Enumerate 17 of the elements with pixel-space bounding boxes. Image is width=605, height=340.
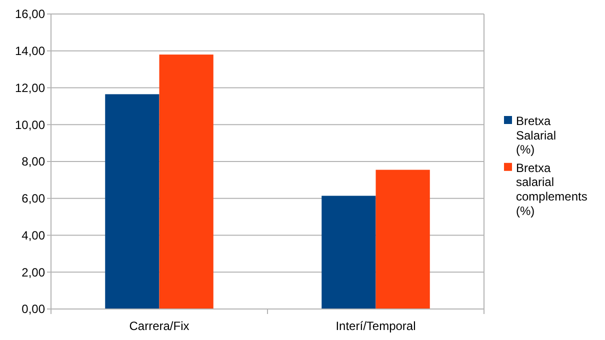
y-tick-label: 6,00 — [22, 192, 46, 206]
x-tick-label: Carrera/Fix — [129, 319, 190, 333]
legend-label: Bretxa Salarial (%) — [516, 114, 556, 157]
y-tick-label: 4,00 — [22, 228, 46, 242]
y-tick-label: 12,00 — [14, 80, 46, 95]
bar — [105, 94, 160, 309]
y-tick-label: 16,00 — [14, 7, 46, 22]
legend-label: Bretxa salarial complements (%) — [516, 160, 588, 218]
y-tick-label: 8,00 — [22, 154, 46, 169]
bar — [322, 196, 376, 309]
y-tick-label: 14,00 — [14, 44, 46, 58]
bar — [159, 54, 214, 309]
y-tick-label: 2,00 — [22, 265, 46, 280]
x-tick-label: Interí/Temporal — [336, 319, 416, 333]
bar — [376, 170, 430, 309]
y-tick-label: 10,00 — [14, 118, 46, 132]
y-tick-label: 0,00 — [22, 302, 46, 316]
